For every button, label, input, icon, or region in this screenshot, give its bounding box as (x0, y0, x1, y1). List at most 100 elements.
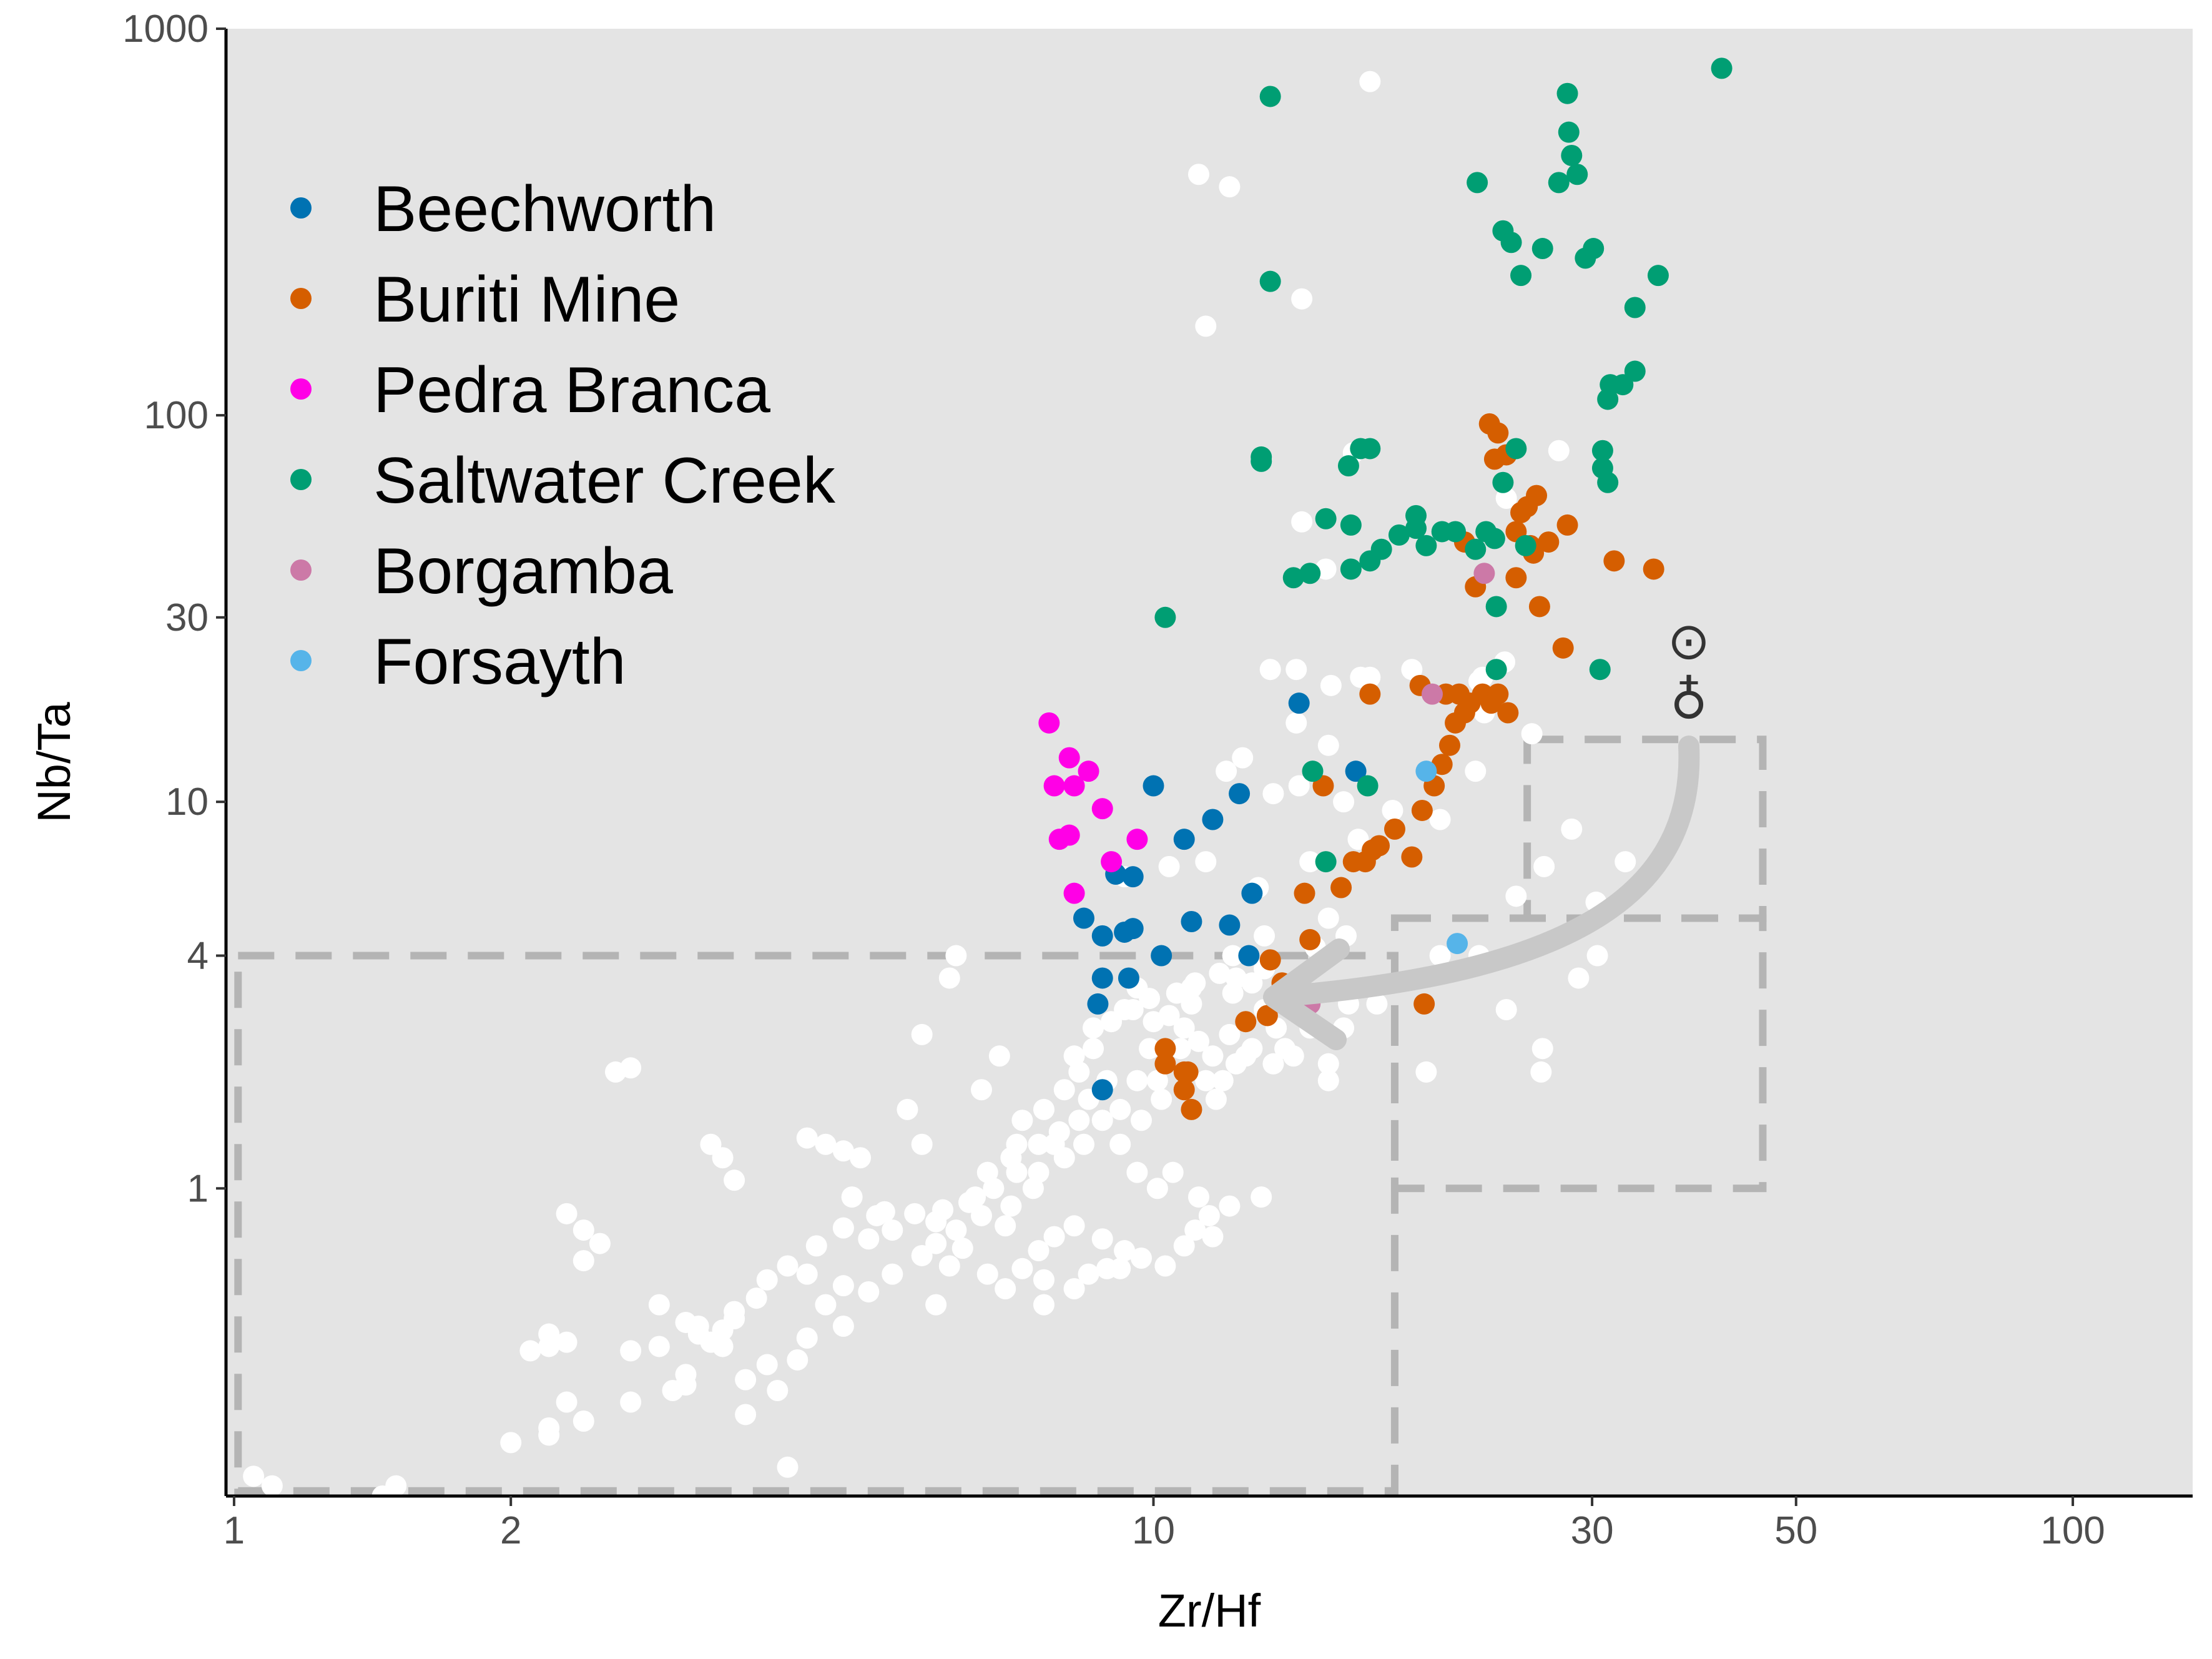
point-background-sample (1033, 1294, 1054, 1316)
point-background-sample (1219, 1195, 1241, 1217)
point-beechworth (1219, 914, 1241, 936)
point-background-sample (1251, 1186, 1272, 1208)
point-buriti-mine (1413, 993, 1435, 1015)
point-saltwater-creek (1483, 528, 1505, 549)
point-background-sample (1033, 1269, 1054, 1291)
point-background-sample (1158, 855, 1180, 877)
point-background-sample (1139, 1038, 1161, 1060)
point-background-sample (1222, 945, 1244, 967)
point-saltwater-creek (1492, 471, 1514, 493)
y-tick-label: 1000 (122, 7, 209, 51)
x-tick-label: 100 (2040, 1509, 2105, 1552)
point-background-sample (796, 1327, 818, 1349)
y-tick-label: 4 (187, 935, 209, 978)
point-saltwater-creek (1624, 360, 1646, 382)
legend-key-pedra-branca (290, 378, 312, 400)
point-beechworth (1091, 1079, 1113, 1101)
point-background-sample (756, 1269, 778, 1291)
point-pedra-branca (1078, 761, 1099, 782)
point-background-sample (1063, 1278, 1085, 1300)
x-tick-label: 50 (1774, 1509, 1817, 1552)
point-background-sample (988, 1045, 1010, 1067)
point-background-sample (1043, 1226, 1065, 1248)
point-beechworth (1181, 910, 1202, 932)
legend-label-beechworth: Beechworth (373, 173, 716, 245)
point-buriti-mine (1552, 637, 1574, 659)
point-buriti-mine (1173, 1079, 1195, 1101)
point-background-sample (1151, 1088, 1172, 1110)
point-buriti-mine (1299, 928, 1321, 950)
point-background-sample (1109, 1098, 1131, 1120)
point-buriti-mine (1256, 1005, 1278, 1026)
point-saltwater-creek (1485, 659, 1507, 681)
point-background-sample (538, 1424, 560, 1446)
point-background-sample (1299, 851, 1321, 873)
point-saltwater-creek (1591, 457, 1613, 479)
point-background-sample (805, 1235, 827, 1257)
x-tick-label: 10 (1132, 1509, 1175, 1552)
point-beechworth (1202, 809, 1224, 830)
y-tick-label: 1 (187, 1167, 209, 1210)
point-background-sample (1028, 1133, 1049, 1155)
point-background-sample (945, 1219, 967, 1241)
y-tick-label: 100 (144, 394, 209, 437)
data-points (243, 57, 1733, 1507)
point-background-sample (1561, 818, 1583, 840)
point-beechworth (1229, 783, 1251, 805)
y-axis-title: Nb/Ta (28, 702, 80, 823)
point-background-sample (1101, 1011, 1123, 1033)
point-background-sample (995, 1278, 1016, 1300)
point-background-sample (832, 1140, 854, 1162)
point-background-sample (1078, 1263, 1099, 1285)
point-buriti-mine (1384, 818, 1405, 840)
point-background-sample (832, 1275, 854, 1297)
point-background-sample (1011, 1258, 1033, 1279)
point-background-sample (1254, 925, 1276, 947)
point-background-sample (832, 1316, 854, 1337)
point-background-sample (573, 1410, 594, 1432)
point-saltwater-creek (1337, 455, 1359, 477)
point-pedra-branca (1058, 747, 1080, 769)
legend-key-buriti-mine (290, 288, 312, 309)
point-background-sample (841, 1186, 863, 1208)
point-beechworth (1143, 775, 1164, 797)
point-background-sample (1114, 1240, 1136, 1262)
point-background-sample (1006, 1161, 1028, 1183)
point-background-sample (904, 1203, 926, 1224)
point-background-sample (1285, 712, 1307, 734)
point-background-sample (1181, 993, 1202, 1015)
point-background-sample (1465, 761, 1487, 782)
point-background-sample (1131, 1110, 1153, 1131)
point-saltwater-creek (1251, 446, 1272, 468)
point-saltwater-creek (1340, 514, 1362, 536)
point-background-sample (1143, 1011, 1164, 1033)
point-background-sample (1222, 982, 1244, 1004)
point-pedra-branca (1101, 851, 1123, 873)
point-background-sample (556, 1391, 578, 1413)
point-background-sample (1006, 1133, 1028, 1155)
point-background-sample (500, 1432, 522, 1454)
point-background-sample (858, 1281, 880, 1302)
x-axis-title: Zr/Hf (1158, 1585, 1261, 1637)
point-background-sample (1291, 511, 1313, 533)
point-background-sample (648, 1336, 670, 1357)
point-beechworth (1241, 882, 1263, 904)
point-background-sample (1317, 1070, 1339, 1091)
point-background-sample (1109, 1258, 1131, 1279)
point-pedra-branca (1038, 712, 1060, 734)
point-forsayth (1415, 761, 1437, 782)
point-background-sample (1219, 176, 1241, 198)
point-saltwater-creek (1359, 438, 1381, 460)
point-beechworth (1087, 993, 1109, 1015)
x-tick-label: 1 (224, 1509, 245, 1552)
point-buriti-mine (1369, 835, 1390, 857)
point-beechworth (1151, 945, 1172, 967)
point-background-sample (1505, 885, 1527, 907)
point-background-sample (735, 1404, 757, 1425)
point-background-sample (1359, 71, 1381, 92)
point-background-sample (1195, 1070, 1217, 1091)
point-background-sample (850, 1147, 872, 1169)
point-background-sample (1429, 809, 1451, 830)
point-background-sample (735, 1369, 757, 1391)
